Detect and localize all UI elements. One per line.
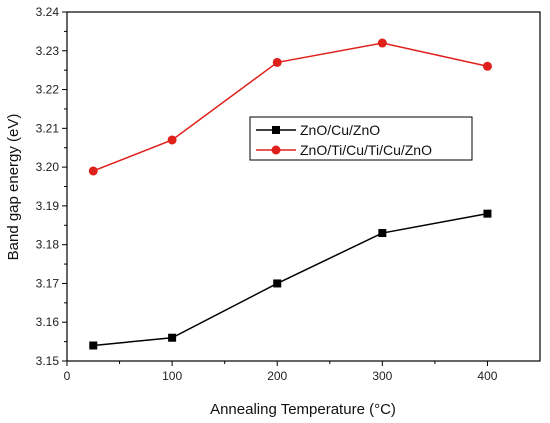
x-tick-label: 200 [267, 369, 287, 383]
legend-label-series-1: ZnO/Cu/ZnO [300, 122, 380, 138]
y-tick-label: 3.18 [36, 238, 60, 252]
data-point-series-1 [89, 341, 98, 350]
data-point-series-1 [483, 209, 492, 218]
data-point-series-1 [273, 279, 282, 288]
y-axis-title: Band gap energy (eV) [5, 114, 22, 261]
data-point-series-2 [377, 38, 387, 48]
legend-marker-series-2 [271, 145, 281, 155]
x-tick-label: 400 [477, 369, 497, 383]
data-point-series-1 [378, 229, 387, 238]
data-point-series-2 [167, 135, 177, 145]
y-tick-label: 3.23 [36, 44, 60, 58]
legend: ZnO/Cu/ZnO ZnO/Ti/Cu/Ti/Cu/ZnO [249, 116, 473, 161]
legend-box [249, 116, 473, 161]
data-point-series-1 [168, 333, 177, 342]
x-tick-label: 100 [162, 369, 182, 383]
data-point-series-2 [482, 61, 492, 71]
x-axis-ticks: 0 100 200 300 400 [64, 361, 498, 383]
y-tick-label: 3.24 [36, 5, 60, 19]
x-tick-label: 300 [372, 369, 392, 383]
series-layer [88, 38, 492, 350]
y-axis-ticks: 3.15 3.16 3.17 3.18 3.19 3.20 3.21 3.22 3.23 3.24 [36, 5, 67, 368]
plot-frame [66, 11, 541, 362]
y-tick-label: 3.22 [36, 83, 60, 97]
y-tick-label: 3.16 [36, 315, 60, 329]
series-line-1 [93, 212, 488, 347]
data-point-series-2 [272, 57, 282, 67]
y-tick-label: 3.17 [36, 276, 60, 290]
y-tick-label: 3.15 [36, 354, 60, 368]
legend-label-series-2: ZnO/Ti/Cu/Ti/Cu/ZnO [300, 142, 432, 158]
x-axis-title: Annealing Temperature (°C) [210, 401, 396, 418]
y-tick-label: 3.20 [36, 160, 60, 174]
y-tick-label: 3.19 [36, 199, 60, 213]
legend-marker-series-1 [272, 126, 280, 134]
x-tick-label: 0 [64, 369, 71, 383]
data-point-series-2 [88, 166, 98, 176]
y-tick-label: 3.21 [36, 121, 60, 135]
